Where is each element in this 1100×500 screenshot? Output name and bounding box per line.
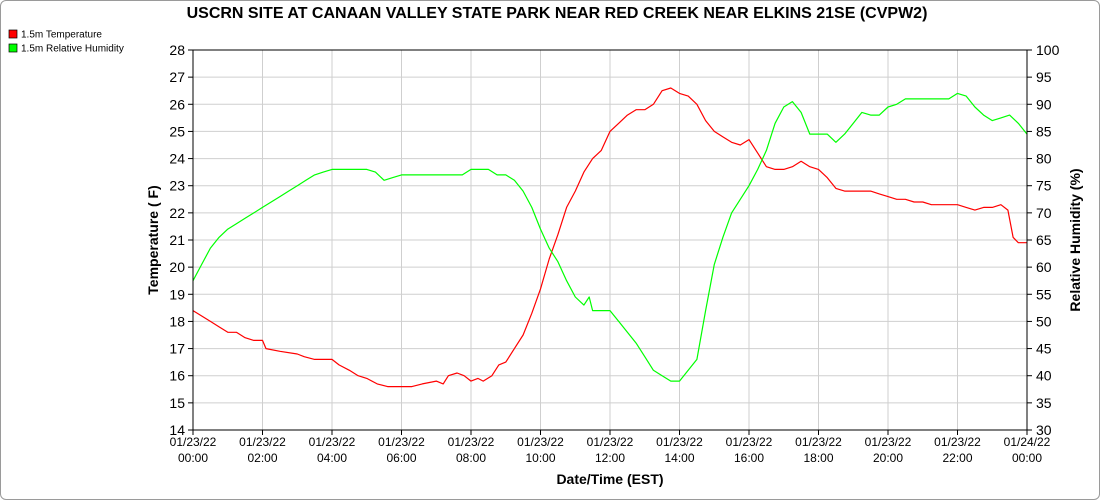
x-axis-ticks: 01/23/22 00:00 01/23/22 02:00 01/23/22 04:00 0…: [170, 430, 1051, 465]
x-tick-date-label: 01/23/22: [795, 435, 842, 449]
y-tick-label: 20: [169, 259, 185, 275]
legend-swatch-humidity: [8, 43, 18, 53]
x-tick-date-label: 01/23/22: [865, 435, 912, 449]
x-tick-date-label: 01/24/22: [1004, 435, 1051, 449]
x-tick-date-label: 01/23/22: [587, 435, 634, 449]
x-tick-time-label: 16:00: [734, 451, 764, 465]
x-tick-date-label: 01/23/22: [239, 435, 286, 449]
y2-tick-label: 70: [1036, 205, 1052, 221]
x-tick-time-label: 00:00: [1012, 451, 1042, 465]
legend-swatch-temperature: [8, 29, 18, 39]
y-axis-title: Temperature ( F): [145, 185, 161, 294]
x-tick-date-label: 01/23/22: [170, 435, 217, 449]
x-tick-date-label: 01/23/22: [934, 435, 981, 449]
plot-area-border: [192, 49, 1028, 431]
y-tick-label: 17: [169, 341, 185, 357]
y2-tick-label: 80: [1036, 151, 1052, 167]
y2-tick-label: 30: [1036, 422, 1052, 438]
y2-tick-label: 95: [1036, 69, 1052, 85]
series-line-humidity: [192, 92, 1028, 382]
x-tick-time-label: 20:00: [873, 451, 903, 465]
y-axis-ticks: 14 15 16 17 18 19 20 21 22 23 24 25 26 27 28: [169, 42, 193, 438]
y-tick-label: 24: [169, 151, 185, 167]
x-tick-date-label: 01/23/22: [448, 435, 495, 449]
x-tick-time-label: 12:00: [595, 451, 625, 465]
x-tick-time-label: 22:00: [942, 451, 972, 465]
x-tick-date-label: 01/23/22: [656, 435, 703, 449]
y2-tick-label: 45: [1036, 341, 1052, 357]
series-lines: [192, 87, 1028, 388]
x-tick-date-label: 01/23/22: [726, 435, 773, 449]
y2-tick-label: 55: [1036, 286, 1052, 302]
legend-label-temperature: 1.5m Temperature: [21, 30, 102, 41]
y2-axis-title: Relative Humidity (%): [1067, 168, 1083, 311]
legend-label-humidity: 1.5m Relative Humidity: [21, 44, 124, 55]
y-tick-label: 26: [169, 96, 185, 112]
x-tick-time-label: 18:00: [803, 451, 833, 465]
y-tick-label: 28: [169, 42, 185, 58]
gridlines: [192, 49, 1028, 431]
chart-title: USCRN SITE AT CANAAN VALLEY STATE PARK N…: [187, 5, 928, 22]
x-tick-time-label: 02:00: [247, 451, 277, 465]
y-tick-label: 18: [169, 313, 185, 329]
x-tick-time-label: 06:00: [386, 451, 416, 465]
x-tick-time-label: 04:00: [317, 451, 347, 465]
y2-tick-label: 35: [1036, 395, 1052, 411]
y2-tick-label: 50: [1036, 313, 1052, 329]
x-tick-time-label: 10:00: [525, 451, 555, 465]
y2-tick-label: 75: [1036, 178, 1052, 194]
y-tick-label: 23: [169, 178, 185, 194]
y2-tick-label: 40: [1036, 368, 1052, 384]
x-tick-time-label: 14:00: [664, 451, 694, 465]
x-tick-date-label: 01/23/22: [378, 435, 425, 449]
y-tick-label: 27: [169, 69, 185, 85]
y2-tick-label: 100: [1036, 42, 1060, 58]
y-tick-label: 22: [169, 205, 185, 221]
y-tick-label: 15: [169, 395, 185, 411]
y-tick-label: 19: [169, 286, 185, 302]
y-tick-label: 14: [169, 422, 185, 438]
series-line-temperature: [192, 87, 1027, 388]
x-tick-time-label: 00:00: [178, 451, 208, 465]
y-tick-label: 16: [169, 368, 185, 384]
y2-tick-label: 85: [1036, 123, 1052, 139]
y2-tick-label: 60: [1036, 259, 1052, 275]
y2-tick-label: 65: [1036, 232, 1052, 248]
x-axis-title: Date/Time (EST): [556, 471, 663, 487]
x-tick-time-label: 08:00: [456, 451, 486, 465]
legend: 1.5m Temperature 1.5m Relative Humidity: [8, 29, 124, 55]
y2-axis-ticks: 30 35 40 45 50 55 60 65 70 75 80 85 90 95 100: [1027, 42, 1060, 438]
y-tick-label: 21: [169, 232, 185, 248]
y2-tick-label: 90: [1036, 96, 1052, 112]
x-tick-date-label: 01/23/22: [309, 435, 356, 449]
x-tick-date-label: 01/23/22: [517, 435, 564, 449]
y-tick-label: 25: [169, 123, 185, 139]
